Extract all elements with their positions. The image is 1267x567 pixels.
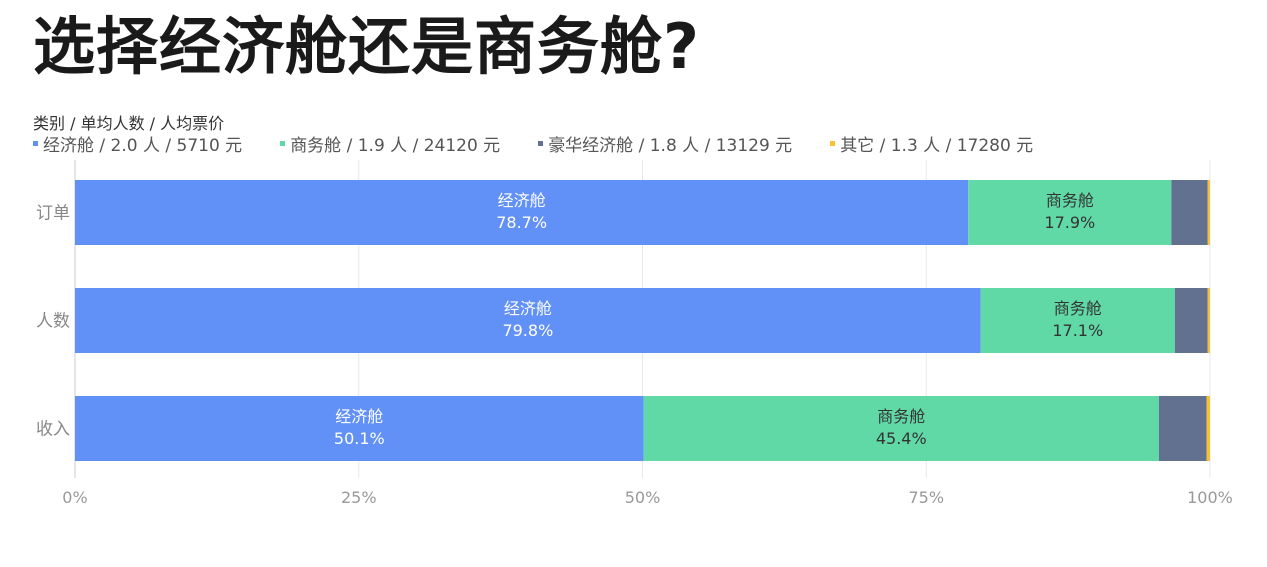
bar-segment-name: 商务舱 [877,407,925,426]
bar-segment [75,288,981,353]
bar-segment-value: 45.4% [876,429,927,448]
x-tick-label: 75% [908,488,944,507]
legend-swatch [33,141,38,146]
bar-segment [75,396,644,461]
bar-segment-value: 50.1% [334,429,385,448]
legend-header: 类别 / 单均人数 / 人均票价 [33,114,225,133]
bar-segment [643,396,1159,461]
bar-segment-name: 商务舱 [1046,191,1094,210]
legend-label: 豪华经济舱 / 1.8 人 / 13129 元 [548,136,793,156]
legend-item: 豪华经济舱 / 1.8 人 / 13129 元 [538,131,792,156]
bar-segment [1207,288,1210,353]
bar-segment [1158,396,1207,461]
x-tick-label: 25% [341,488,377,507]
bar-segment-value: 79.8% [502,321,553,340]
bar-segment-value: 17.1% [1052,321,1103,340]
chart-title: 选择经济舱还是商务舱? [33,10,700,83]
bar-segment [75,180,969,245]
category-label: 人数 [36,312,70,332]
legend-item: 其它 / 1.3 人 / 17280 元 [830,131,1033,156]
legend-swatch [830,141,836,146]
legend-label: 经济舱 / 2.0 人 / 5710 元 [43,136,243,156]
x-tick-label: 100% [1187,488,1233,507]
legend-item: 商务舱 / 1.9 人 / 24120 元 [280,131,500,156]
bar-segment [1206,396,1210,461]
bar-segment [1171,180,1208,245]
bar-segment [968,180,1172,245]
bar-segment-name: 经济舱 [335,407,383,426]
category-label: 收入 [36,420,70,440]
legend-swatch [280,141,286,146]
x-tick-label: 0% [62,488,87,507]
bar-segment-value: 17.9% [1044,213,1095,232]
bar-segment-name: 经济舱 [504,299,552,318]
bar-segment-value: 78.7% [496,213,547,232]
legend-swatch [538,141,544,146]
legend-label: 其它 / 1.3 人 / 17280 元 [840,136,1034,156]
legend-item: 经济舱 / 2.0 人 / 5710 元 [33,131,242,156]
x-tick-label: 50% [625,488,661,507]
legend: 经济舱 / 2.0 人 / 5710 元 商务舱 / 1.9 人 / 24120 … [33,131,1071,156]
category-label: 订单 [36,204,70,224]
bar-segment-name: 经济舱 [498,191,546,210]
bar-segment [980,288,1175,353]
bar-segment-name: 商务舱 [1054,299,1102,318]
bar-segment [1174,288,1208,353]
legend-label: 商务舱 / 1.9 人 / 24120 元 [290,136,501,156]
bar-segment [1207,180,1210,245]
